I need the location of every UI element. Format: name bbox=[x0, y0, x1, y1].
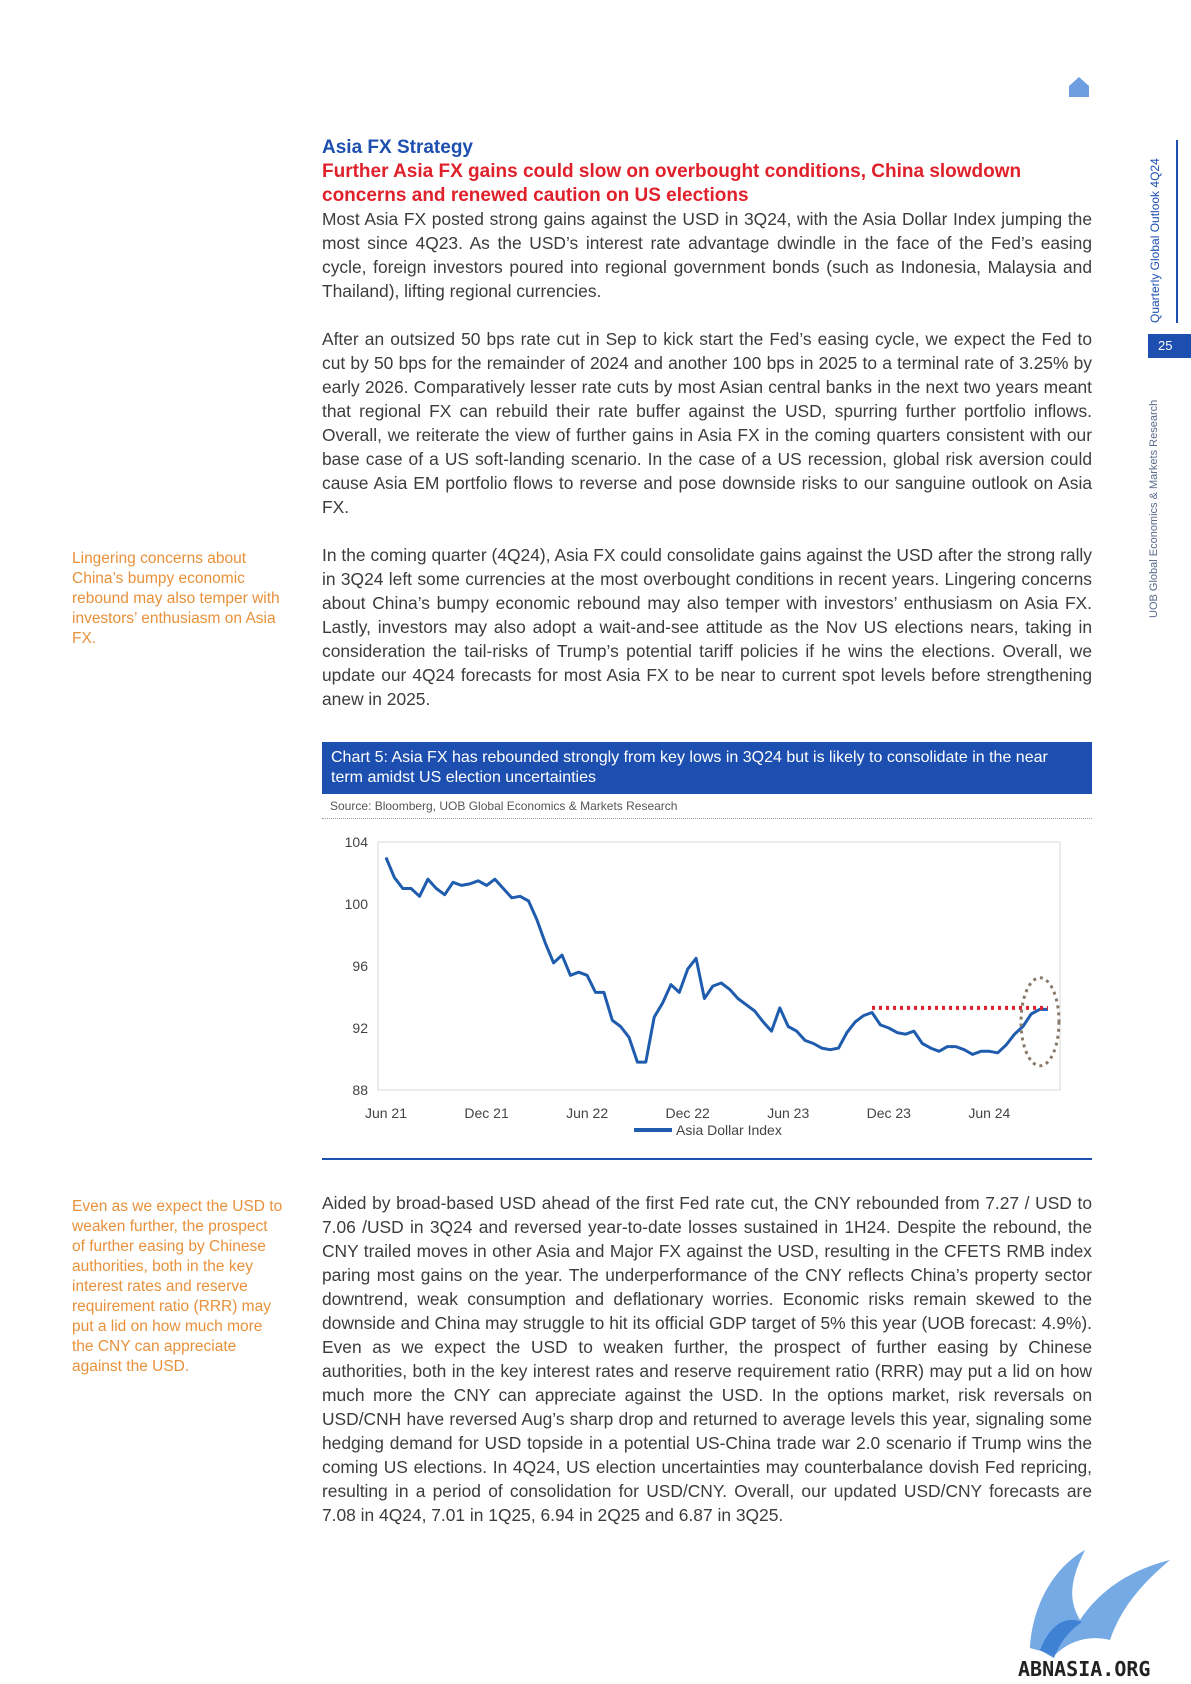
page-number: 25 bbox=[1148, 334, 1191, 358]
paragraph-1: Most Asia FX posted strong gains against… bbox=[322, 209, 1092, 301]
side-rule bbox=[1176, 140, 1178, 323]
legend-label: Asia Dollar Index bbox=[676, 1122, 782, 1138]
y-tick-label: 92 bbox=[352, 1020, 368, 1036]
chart-bottom-rule bbox=[322, 1158, 1092, 1160]
paragraph-4: Aided by broad-based USD ahead of the fi… bbox=[322, 1193, 1092, 1525]
x-tick-label: Jun 24 bbox=[968, 1105, 1010, 1121]
home-icon[interactable] bbox=[1068, 76, 1090, 98]
watermark-logo: ABNASIA.ORG bbox=[1018, 1550, 1170, 1680]
paragraph-3: In the coming quarter (4Q24), Asia FX co… bbox=[322, 545, 1092, 709]
x-tick-label: Dec 23 bbox=[867, 1105, 912, 1121]
x-tick-label: Dec 21 bbox=[464, 1105, 509, 1121]
x-tick-label: Jun 22 bbox=[566, 1105, 608, 1121]
y-tick-label: 88 bbox=[352, 1082, 368, 1098]
y-tick-label: 104 bbox=[345, 834, 369, 850]
x-tick-label: Jun 23 bbox=[767, 1105, 809, 1121]
chart-caption: Chart 5: Asia FX has rebounded strongly … bbox=[322, 742, 1092, 794]
sidenote-1: Lingering concerns about China’s bumpy e… bbox=[72, 550, 280, 647]
asia-dollar-index-chart: 104 100 96 92 88 Jun 21 Dec 21 Jun 22 Dec 22 Jun … bbox=[345, 834, 1061, 1138]
chart-source: Source: Bloomberg, UOB Global Economics … bbox=[330, 799, 678, 813]
x-tick-label: Dec 22 bbox=[665, 1105, 710, 1121]
side-subtitle: UOB Global Economics & Markets Research bbox=[1148, 399, 1160, 618]
highlight-ellipse bbox=[1019, 976, 1061, 1068]
section-headline: Further Asia FX gains could slow on over… bbox=[322, 161, 1022, 206]
section-title: Asia FX Strategy bbox=[322, 137, 473, 158]
paragraph-2: After an outsized 50 bps rate cut in Sep… bbox=[322, 329, 1092, 517]
side-title: Quarterly Global Outlook 4Q24 bbox=[1148, 158, 1162, 323]
watermark-text: ABNASIA.ORG bbox=[1018, 1657, 1150, 1680]
sidenote-2: Even as we expect the USD to weaken furt… bbox=[72, 1198, 283, 1375]
x-tick-label: Jun 21 bbox=[365, 1105, 407, 1121]
y-tick-label: 96 bbox=[352, 958, 368, 974]
series-line-asia-dollar-index bbox=[384, 856, 1048, 1064]
y-tick-label: 100 bbox=[345, 896, 369, 912]
chart-divider bbox=[322, 818, 1092, 819]
plot-frame bbox=[377, 841, 1061, 1091]
